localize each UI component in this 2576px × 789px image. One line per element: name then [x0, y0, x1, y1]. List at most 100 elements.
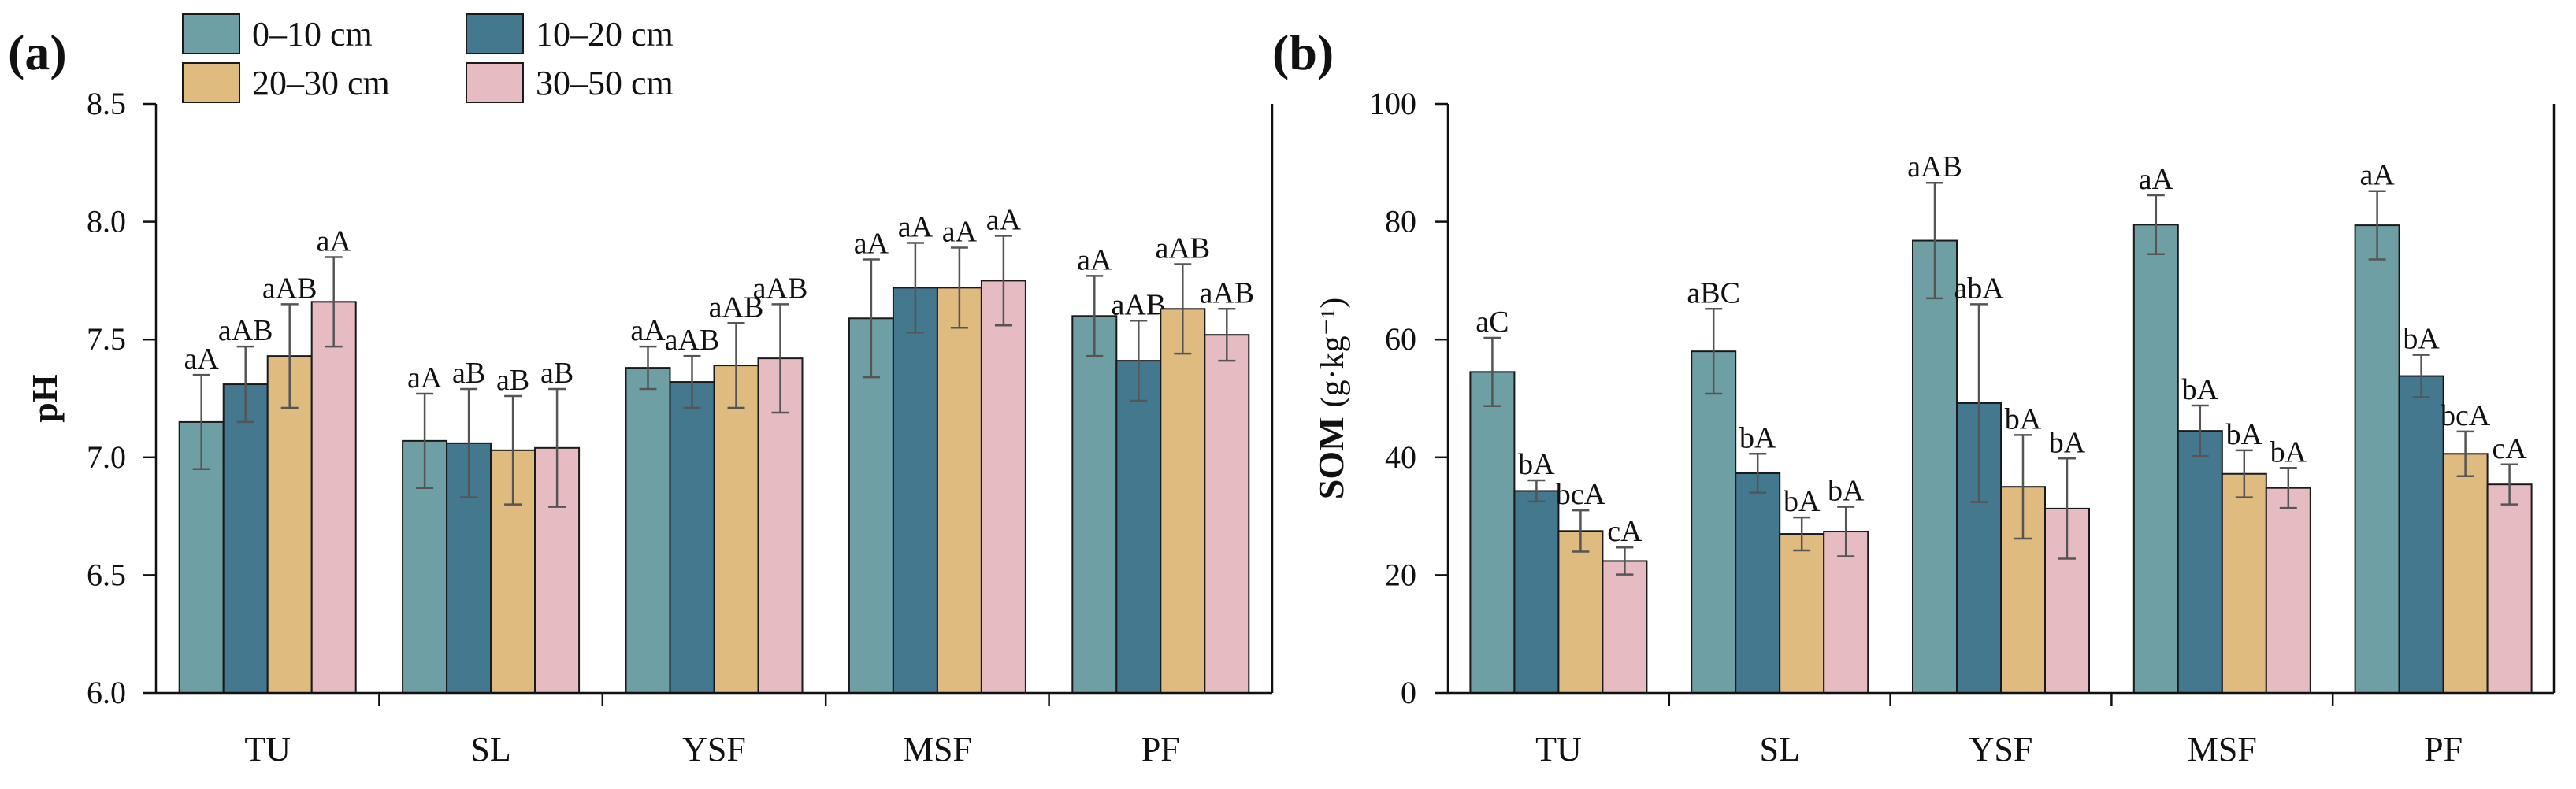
- panel-label: (a): [8, 24, 67, 80]
- significance-label: aC: [1475, 306, 1509, 339]
- y-tick-label: 0: [1401, 675, 1416, 710]
- y-tick-label: 60: [1385, 321, 1416, 357]
- bar: [2354, 224, 2400, 694]
- bar: [713, 365, 759, 694]
- bar: [1513, 490, 1560, 694]
- significance-label: bcA: [2441, 399, 2491, 432]
- legend-label: 10–20 cm: [536, 15, 674, 54]
- x-tick-label: YSF: [682, 730, 746, 769]
- bar: [1557, 530, 1604, 694]
- significance-label: cA: [1607, 515, 1642, 548]
- y-tick-label: 8.0: [87, 204, 126, 239]
- significance-label: bA: [2182, 373, 2219, 406]
- bar: [2177, 430, 2223, 694]
- bar: [1160, 308, 1206, 694]
- bar: [2265, 487, 2311, 694]
- y-axis-title-unit: (g·kg⁻¹): [1315, 298, 1351, 408]
- significance-label: cA: [2492, 432, 2527, 465]
- significance-label: aBC: [1687, 276, 1740, 309]
- significance-label: aAB: [753, 272, 808, 305]
- significance-label: aAB: [218, 314, 273, 347]
- legend-label: 20–30 cm: [252, 64, 390, 102]
- y-tick-label: 8.5: [87, 86, 126, 121]
- bar: [1602, 560, 1648, 694]
- significance-label: aA: [1077, 243, 1112, 276]
- y-tick-label: 100: [1369, 86, 1416, 121]
- bar: [625, 367, 671, 694]
- bar: [310, 301, 357, 694]
- y-axis-title: pH: [24, 374, 65, 423]
- significance-label: aAB: [262, 272, 317, 305]
- x-tick-label: SL: [1760, 730, 1800, 769]
- significance-label: aAB: [665, 324, 720, 357]
- significance-label: aA: [184, 343, 220, 376]
- y-axis-title-main: pH: [24, 374, 65, 423]
- bar: [757, 357, 804, 694]
- significance-label: aAB: [1907, 150, 1962, 183]
- bar: [1204, 334, 1250, 694]
- significance-label: aAB: [709, 291, 764, 324]
- significance-label: bA: [1784, 485, 1821, 518]
- bar: [2221, 472, 2267, 695]
- y-axis-title-main: SOM: [1311, 417, 1351, 499]
- y-tick-label: 80: [1385, 204, 1416, 239]
- significance-label: bA: [2005, 402, 2042, 435]
- significance-label: aA: [630, 314, 666, 347]
- panel-b: (b)SOM(g·kg⁻¹)020406080100aCbAbcAcATUaBC…: [1272, 24, 2556, 769]
- bar: [848, 317, 894, 694]
- x-tick-label: MSF: [2188, 730, 2257, 769]
- significance-label: bA: [2049, 426, 2086, 459]
- legend-swatch: [466, 62, 524, 103]
- significance-label: aAB: [1111, 288, 1166, 321]
- significance-label: bcA: [1556, 478, 1606, 511]
- legend-label: 0–10 cm: [252, 15, 373, 54]
- x-tick-label: PF: [2424, 730, 2463, 769]
- significance-label: abA: [1954, 272, 2004, 305]
- bar: [1469, 371, 1516, 694]
- bar: [669, 381, 715, 694]
- y-tick-label: 6.5: [87, 557, 126, 592]
- y-tick-label: 6.0: [87, 675, 126, 710]
- legend-swatch: [182, 62, 240, 103]
- bar: [2442, 453, 2489, 694]
- significance-label: bA: [2403, 323, 2440, 356]
- bar: [1115, 360, 1162, 694]
- significance-label: aA: [854, 227, 889, 260]
- significance-label: aAB: [1199, 276, 1254, 309]
- bar: [2132, 224, 2179, 694]
- x-tick-label: SL: [470, 730, 510, 769]
- panel-label: (b): [1272, 24, 1334, 80]
- bar: [936, 287, 982, 695]
- significance-label: aB: [452, 357, 485, 390]
- legend-swatch: [182, 13, 240, 54]
- bar: [980, 280, 1026, 694]
- x-tick-label: YSF: [1969, 730, 2033, 769]
- significance-label: bA: [2270, 435, 2307, 469]
- significance-label: bA: [1739, 421, 1776, 454]
- y-tick-label: 7.0: [87, 439, 126, 475]
- significance-label: bA: [1518, 448, 1555, 481]
- y-tick-label: 7.5: [87, 321, 126, 357]
- significance-label: aA: [2359, 159, 2395, 192]
- significance-label: aA: [317, 224, 352, 257]
- significance-label: bA: [2226, 418, 2263, 451]
- x-tick-label: TU: [1535, 730, 1582, 769]
- legend-swatch: [466, 13, 524, 54]
- y-tick-label: 40: [1385, 439, 1416, 475]
- bar: [1912, 239, 1958, 694]
- x-tick-label: MSF: [903, 730, 972, 769]
- significance-label: aA: [986, 204, 1022, 237]
- bar: [1691, 350, 1737, 694]
- significance-label: bA: [1828, 475, 1865, 508]
- bar: [1071, 315, 1118, 694]
- legend-label: 30–50 cm: [536, 64, 674, 102]
- significance-label: aA: [898, 211, 934, 244]
- bar: [1735, 472, 1781, 694]
- significance-label: aB: [496, 364, 529, 397]
- bar: [892, 287, 938, 695]
- significance-label: aA: [942, 216, 978, 249]
- significance-label: aA: [2139, 163, 2174, 196]
